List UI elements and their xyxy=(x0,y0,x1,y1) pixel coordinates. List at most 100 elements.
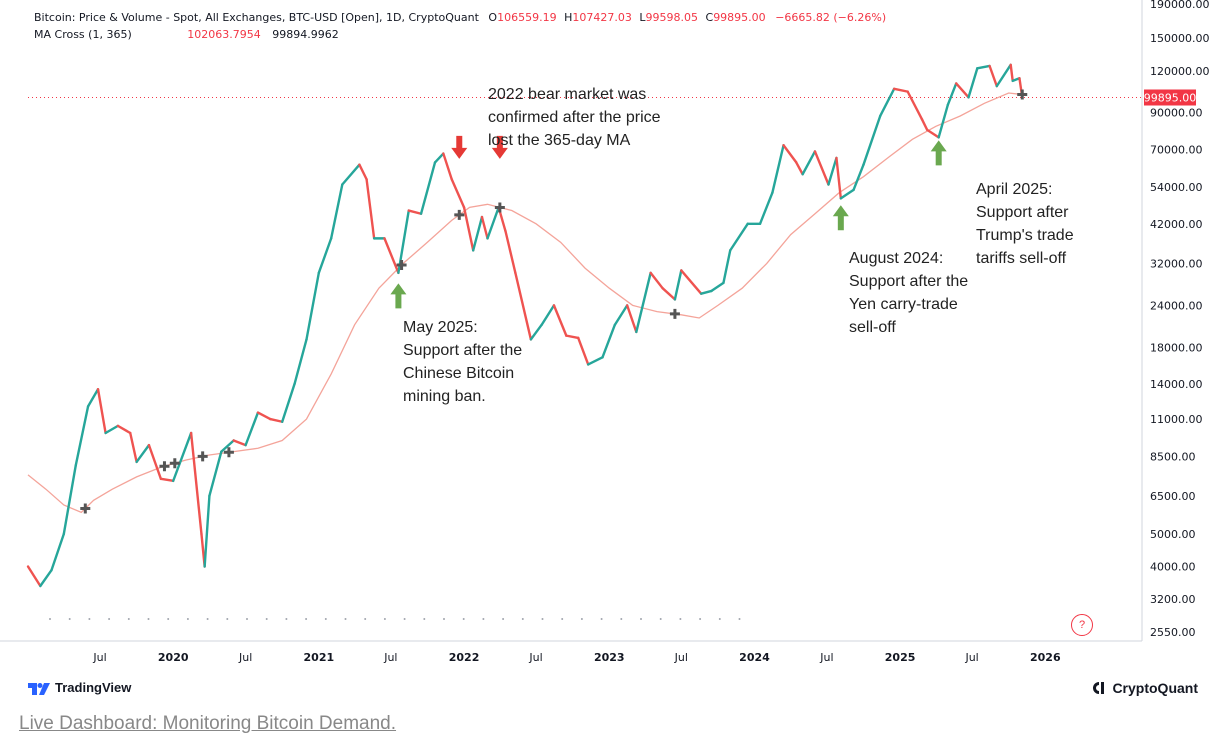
legend-ma-value-2: 99894.9962 xyxy=(272,28,339,41)
x-tick-label: Jul xyxy=(964,651,978,664)
price-segment xyxy=(419,161,437,215)
price-segment xyxy=(586,356,604,366)
legend-open-label: O xyxy=(488,11,498,24)
cross-marker-icon xyxy=(454,209,465,220)
price-segment xyxy=(801,150,817,176)
event-dot xyxy=(679,618,682,620)
chart-area[interactable]: 190000.00 150000.00 120000.00 90000.00 70000… xyxy=(0,0,1210,670)
live-dashboard-link[interactable]: Live Dashboard: Monitoring Bitcoin Deman… xyxy=(19,713,397,734)
price-segment xyxy=(920,118,929,132)
event-dot xyxy=(403,618,406,620)
x-tick-label: Jul xyxy=(92,651,106,664)
price-segment xyxy=(104,424,120,435)
price-segment xyxy=(172,431,193,483)
tradingview-logo-icon xyxy=(28,682,50,695)
cross-marker-icon xyxy=(159,461,170,472)
down-arrow-icon xyxy=(491,135,508,159)
legend-ma-value-1: 102063.7954 xyxy=(187,28,261,41)
y-tick-label: 8500.00 xyxy=(1150,451,1196,464)
event-dot xyxy=(443,618,445,620)
legend-low-value: 99598.05 xyxy=(645,11,699,24)
price-segment xyxy=(86,388,100,408)
x-tick-label: Jul xyxy=(528,651,542,664)
price-segment xyxy=(129,431,138,464)
y-tick-label: 24000.00 xyxy=(1150,299,1203,312)
event-dot xyxy=(580,618,583,620)
price-segment xyxy=(116,424,132,435)
event-dot xyxy=(659,618,662,620)
legend-low-label: L xyxy=(639,11,646,24)
price-segment xyxy=(462,206,475,252)
price-segment xyxy=(281,382,296,423)
price-segment xyxy=(813,150,830,186)
price-segment xyxy=(504,229,517,275)
price-segment xyxy=(729,222,749,252)
event-dot xyxy=(127,618,130,620)
price-segment xyxy=(892,87,909,93)
price-segment xyxy=(341,163,361,186)
event-dot xyxy=(226,618,229,620)
y-tick-label: 120000.00 xyxy=(1150,65,1210,78)
price-segment xyxy=(839,188,855,200)
event-dot xyxy=(324,618,327,620)
price-segment xyxy=(269,417,284,423)
price-segment xyxy=(565,334,580,340)
x-tick-label: 2021 xyxy=(304,651,335,664)
price-segment xyxy=(433,152,445,164)
event-dot xyxy=(718,618,721,620)
event-dot xyxy=(383,618,386,620)
up-arrow-icon xyxy=(390,283,407,309)
price-segment xyxy=(925,128,940,139)
event-dot xyxy=(561,618,564,620)
price-segment xyxy=(635,271,652,334)
event-dot xyxy=(186,618,189,620)
price-segment xyxy=(96,388,107,435)
annotation-april-2025: April 2025: Support after Trump's trade … xyxy=(976,181,1074,267)
price-segment xyxy=(937,103,950,139)
cross-marker-icon xyxy=(1017,89,1028,100)
price-segment xyxy=(835,156,843,200)
y-tick-label: 6500.00 xyxy=(1150,490,1196,503)
y-tick-label: 54000.00 xyxy=(1150,181,1203,194)
price-segment xyxy=(699,289,713,295)
event-dot xyxy=(541,618,544,620)
price-segment xyxy=(722,249,732,285)
price-segment xyxy=(203,494,211,568)
price-segment xyxy=(62,464,77,536)
tradingview-brand[interactable]: TradingView xyxy=(28,680,131,695)
event-dot xyxy=(108,618,111,620)
price-segment xyxy=(26,565,42,588)
y-tick-label: 18000.00 xyxy=(1150,341,1203,354)
annotation-bear-market: 2022 bear market was confirmed after the… xyxy=(488,86,661,149)
event-dot xyxy=(502,618,505,620)
y-tick-label: 11000.00 xyxy=(1150,413,1203,426)
down-arrow-icon xyxy=(451,135,468,159)
price-segment xyxy=(782,144,798,164)
price-segment xyxy=(529,323,543,341)
cross-marker-icon xyxy=(494,202,505,213)
tradingview-label: TradingView xyxy=(55,680,132,695)
x-tick-label: Jul xyxy=(383,651,397,664)
price-segment xyxy=(358,163,368,181)
cross-marker-icon xyxy=(396,260,407,271)
cryptoquant-label: CryptoQuant xyxy=(1112,680,1198,696)
price-segment xyxy=(710,281,725,293)
cross-marker-icon xyxy=(223,447,234,458)
legend-change: −6665.82 (−6.26%) xyxy=(775,11,887,24)
last-price-badge xyxy=(1144,89,1196,106)
price-segment xyxy=(208,450,223,497)
price-segment xyxy=(329,183,344,240)
cross-marker-icon xyxy=(669,308,680,319)
price-segment xyxy=(680,269,703,295)
price-segment xyxy=(305,271,321,341)
price-segment xyxy=(383,237,400,275)
event-dot xyxy=(738,618,741,620)
price-chart[interactable]: 190000.00 150000.00 120000.00 90000.00 70000… xyxy=(0,0,1210,670)
event-dot xyxy=(482,618,485,620)
event-dot xyxy=(620,618,623,620)
price-segment xyxy=(472,215,484,252)
help-badge[interactable]: ? xyxy=(1071,614,1093,636)
price-segment xyxy=(486,206,500,240)
event-dot xyxy=(423,618,426,620)
y-tick-label: 3200.00 xyxy=(1150,593,1196,606)
